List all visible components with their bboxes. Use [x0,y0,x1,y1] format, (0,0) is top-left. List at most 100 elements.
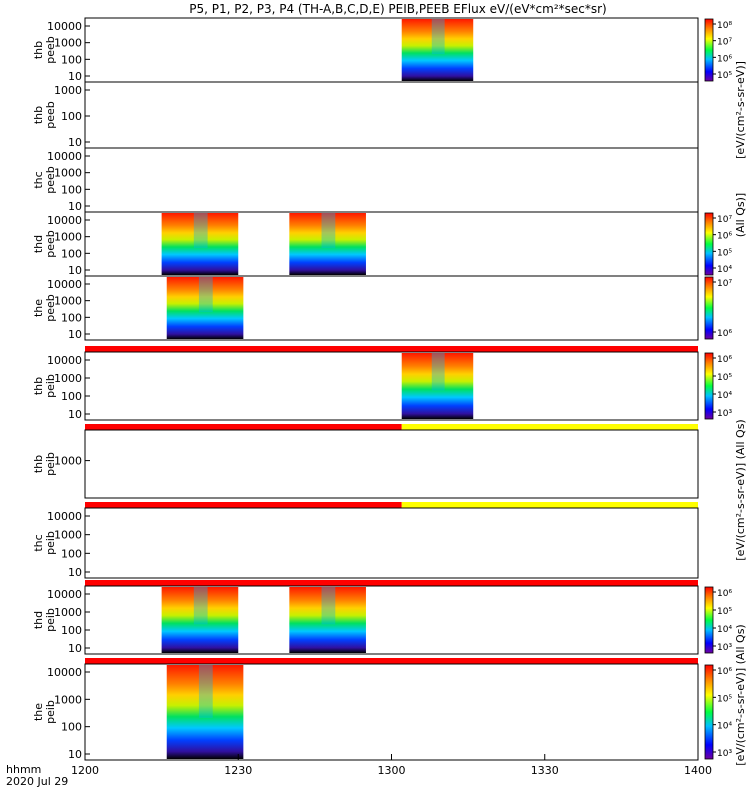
panel-10: 10 100 1000 10000 thepeib 10³ 10⁴ 10⁵ 10⁶ [32,658,732,761]
colorbar-tick-label: 10³ [717,409,732,419]
quality-bar-segment [401,424,698,430]
spectrogram-feature [431,353,445,391]
y-axis-label: thcpeib [32,531,57,555]
y-tick-label: 1000 [54,167,82,180]
spectrogram-block [289,213,366,275]
y-tick-label: 10 [68,566,82,579]
y-axis-label-line: peeb [44,230,57,258]
colorbar [704,352,714,420]
y-tick-label: 1000 [54,295,82,308]
spectrogram-block [166,277,244,339]
panel-frame [84,17,699,83]
colorbar-tick-label: 10⁴ [717,625,732,635]
colorbar [704,664,714,760]
y-tick-label: 10 [68,70,82,83]
y-axis-label-line: peeb [44,36,57,64]
y-tick-label: 10000 [47,214,82,227]
colorbar-unit-peib-bottom: [eV/(cm²-s-sr-eV)] (All Qs) [734,624,747,765]
colorbar-unit-peeb-top: [eV/(cm²-s-sr-eV)] [734,61,747,159]
y-tick-label: 10 [68,264,82,277]
y-axis-label-line: peeb [44,101,57,129]
colorbar [704,586,714,654]
y-axis-label-line: peib [44,452,57,476]
spectrogram-block [166,665,244,759]
x-axis: 1200 1230 1300 1330 1400 [71,754,712,777]
panel-frame [84,429,699,499]
spectrogram-block [401,353,474,419]
spectrogram-feature [321,587,336,625]
spectrogram-feature [431,19,445,55]
panel-frame [84,147,699,213]
y-tick-label: 1000 [54,529,82,542]
colorbar-unit-peeb-bottom: (All Qs)] [734,193,747,237]
panel-frame [84,81,699,149]
y-tick-label: 10000 [47,666,82,679]
y-tick-label: 100 [61,721,82,734]
y-tick-label: 1000 [54,37,82,50]
y-tick-label: 10000 [47,150,82,163]
x-tick-label: 1300 [378,764,406,777]
panel-frame [84,275,699,341]
y-tick-label: 1000 [54,372,82,385]
y-tick-label: 100 [61,53,82,66]
colorbar-tick-label: 10⁶ [717,232,732,242]
y-axis-label: thbpeib [32,374,57,398]
x-tick-label: 1400 [684,764,712,777]
colorbar [704,18,714,82]
y-axis-label: thbpeeb [32,101,57,129]
y-tick-label: 1000 [54,693,82,706]
colorbar-tick-label: 10⁸ [717,21,732,31]
colorbar-tick-label: 10³ [717,749,732,759]
colorbar-tick-label: 10⁶ [717,589,732,599]
x-tick-label: 1230 [224,764,252,777]
y-tick-label: 1000 [54,606,82,619]
y-axis-label: thbpeib [32,452,57,476]
y-tick-label: 10 [68,136,82,149]
y-axis-label-line: thd [32,235,45,253]
colorbar-tick-label: 10⁷ [717,279,732,289]
panel-frame [84,351,699,421]
colorbar-tick-label: 10⁶ [717,355,732,365]
colorbar-tick-label: 10⁵ [717,607,732,617]
colorbar-tick-label: 10⁵ [717,71,732,81]
panel-frame [84,507,699,579]
colorbar-tick-label: 10⁶ [717,667,732,677]
panel-2: 10 100 1000 thbpeeb [32,81,699,149]
y-axis-label-line: thc [32,171,45,188]
y-axis-label: thepeeb [32,294,57,322]
y-tick-label: 1000 [54,84,82,97]
y-tick-label: 100 [61,311,82,324]
x-tick-label: 1330 [531,764,559,777]
y-axis-label-line: peeb [44,166,57,194]
colorbar-unit-peib-top: [eV/(cm²-s-sr-eV)] (All Qs) [734,419,747,560]
colorbar-tick-label: 10⁴ [717,722,732,732]
spectrogram-block [289,587,366,653]
y-tick-label: 10 [68,408,82,421]
quality-bar-segment [85,658,698,664]
y-tick-label: 10000 [47,20,82,33]
y-tick-label: 10 [68,200,82,213]
y-axis-label-line: peib [44,608,57,632]
y-tick-label: 10 [68,642,82,655]
y-axis-label-line: peib [44,700,57,724]
y-axis-label-line: the [32,299,45,317]
spectrogram-feature [198,665,213,718]
spectrogram-block [161,213,239,275]
colorbar-tick-label: 10⁷ [717,215,732,225]
quality-bar-segment [401,502,698,508]
y-axis-label-line: thd [32,611,45,629]
y-tick-label: 10000 [47,354,82,367]
y-tick-label: 1000 [54,455,82,468]
colorbar-tick-label: 10⁶ [717,54,732,64]
y-tick-label: 100 [61,390,82,403]
y-axis-label-line: thb [32,41,45,59]
colorbar-tick-label: 10⁶ [717,329,732,339]
spectrogram-block [161,587,239,653]
y-tick-label: 100 [61,110,82,123]
